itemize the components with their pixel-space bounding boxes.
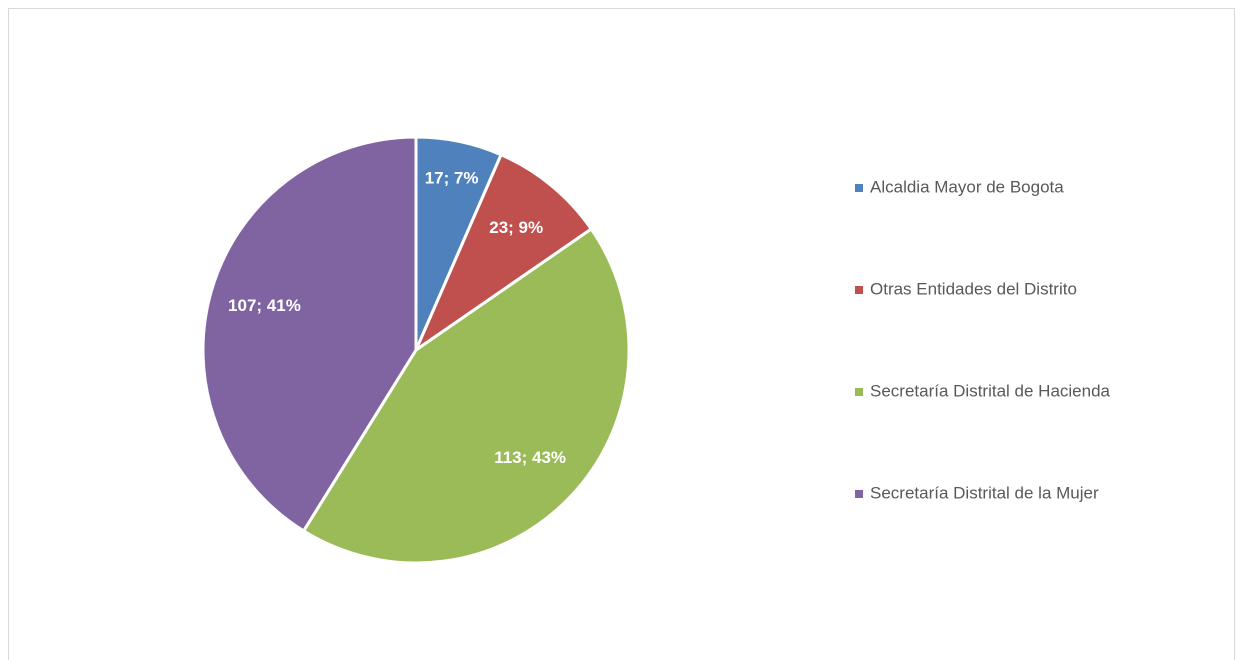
data-label: 17; 7% xyxy=(425,168,479,187)
data-label: 23; 9% xyxy=(489,218,543,237)
pie-slice xyxy=(201,135,418,534)
legend-swatch xyxy=(855,286,863,294)
legend-label: Secretaría Distrital de la Mujer xyxy=(870,483,1099,502)
legend-swatch xyxy=(855,490,863,498)
pie-slice xyxy=(412,152,594,355)
data-label: 107; 41% xyxy=(228,296,301,315)
legend-label: Otras Entidades del Distrito xyxy=(870,279,1077,298)
data-label: 113; 43% xyxy=(494,448,566,467)
legend-label: Secretaría Distrital de Hacienda xyxy=(870,381,1111,400)
pie-slice xyxy=(301,226,631,565)
legend-label: Alcaldia Mayor de Bogota xyxy=(870,177,1064,196)
legend-swatch xyxy=(855,184,863,192)
legend-swatch xyxy=(855,388,863,396)
